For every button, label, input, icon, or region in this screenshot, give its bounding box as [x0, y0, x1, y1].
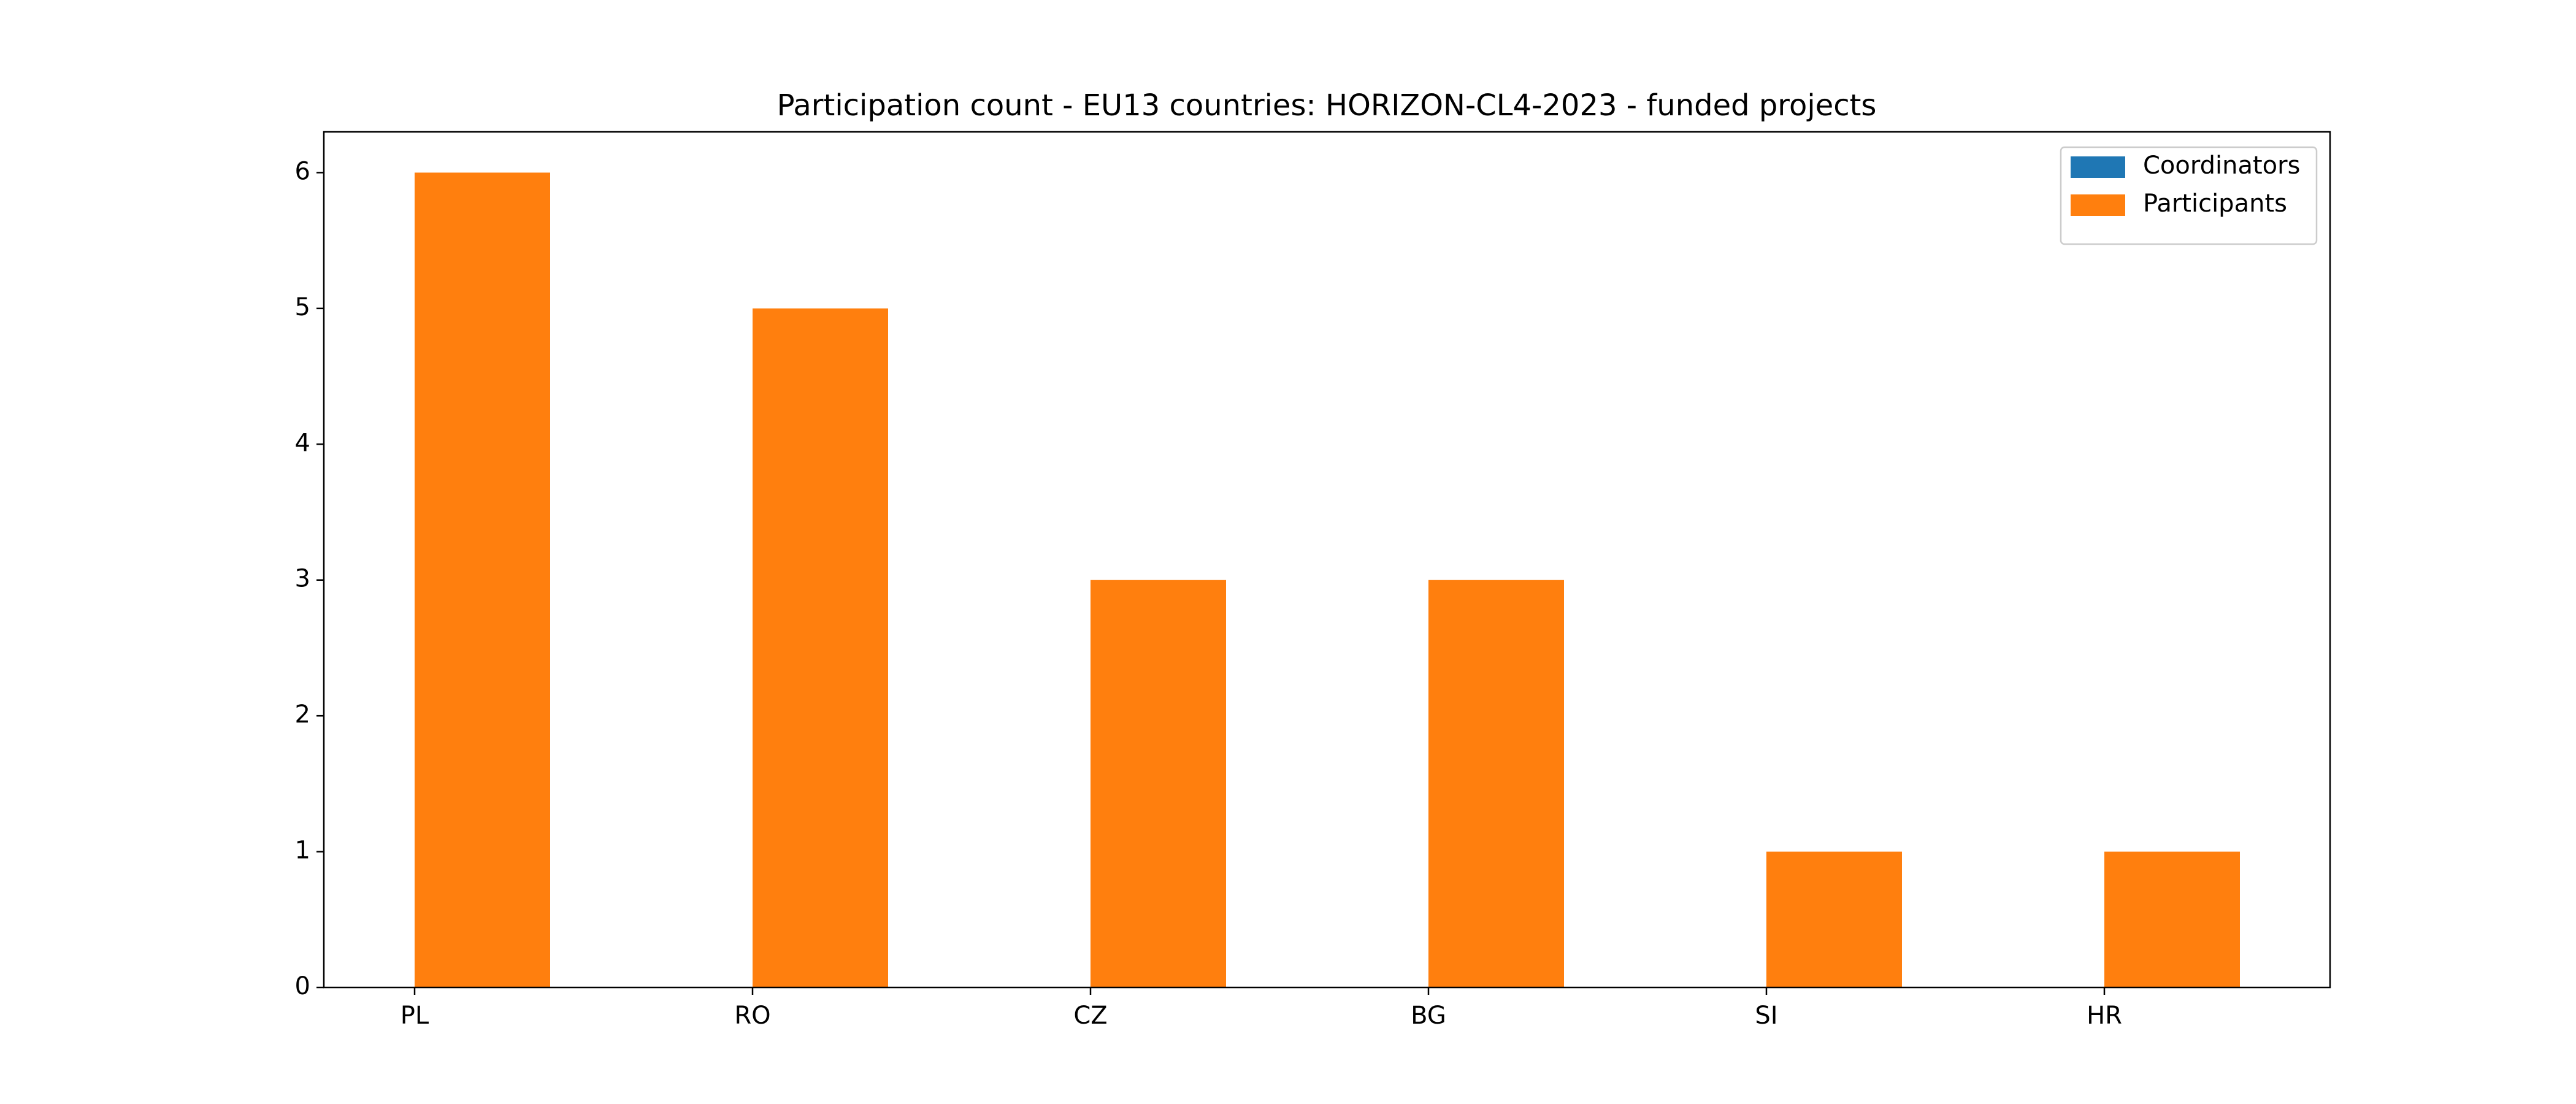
y-tick-label: 5: [295, 293, 310, 321]
y-tick-label: 0: [295, 972, 310, 1000]
bar: [2104, 851, 2240, 987]
x-tick-label: CZ: [1073, 1002, 1107, 1030]
y-tick-label: 2: [295, 700, 310, 729]
bar: [753, 308, 888, 987]
axes-frame: [323, 131, 2331, 989]
legend-label: Participants: [2143, 190, 2287, 218]
legend-swatch: [2071, 194, 2125, 216]
x-tick-label: HR: [2087, 1002, 2122, 1030]
y-tick-label: 3: [295, 565, 310, 593]
bar: [1091, 580, 1226, 987]
legend-label: Coordinators: [2143, 151, 2300, 180]
x-tick-label: RO: [734, 1002, 770, 1030]
x-tick-label: BG: [1411, 1002, 1446, 1030]
legend-swatch: [2071, 156, 2125, 178]
y-tick-label: 1: [295, 837, 310, 865]
x-tick-label: PL: [401, 1002, 429, 1030]
x-tick-label: SI: [1755, 1002, 1777, 1030]
bar: [1766, 851, 1902, 987]
chart-title: Participation count - EU13 countries: HO…: [777, 88, 1877, 123]
bar: [1428, 580, 1564, 987]
y-tick-label: 6: [295, 157, 310, 185]
bar: [415, 172, 550, 987]
y-tick-label: 4: [295, 429, 310, 457]
